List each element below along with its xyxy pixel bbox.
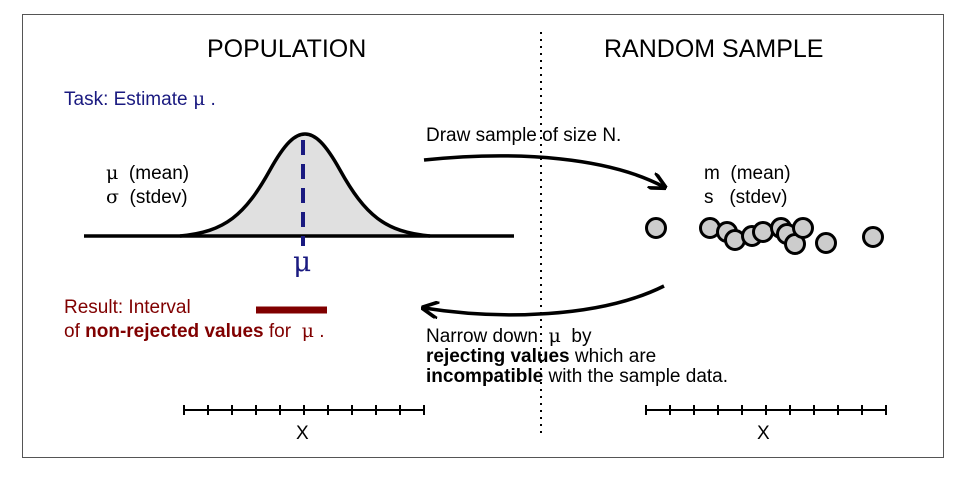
sample-point: [815, 232, 837, 254]
with-sample-data: with the sample data.: [548, 366, 729, 387]
sample-mean-label: (mean): [730, 163, 791, 184]
sample-point: [752, 221, 774, 243]
narrow-down-arrow: [424, 284, 665, 315]
param-mean: μ (mean): [106, 162, 190, 184]
stat-stdev: s (stdev): [704, 188, 787, 208]
population-axis-label: X: [296, 423, 309, 444]
task-label: Task: Estimate μ .: [64, 88, 216, 110]
draw-sample-label: Draw sample of size N.: [426, 125, 622, 146]
population-x-axis: [183, 405, 425, 415]
mu-axis-label: μ: [293, 245, 312, 278]
sample-axis-label: X: [757, 423, 770, 444]
m-symbol: m: [704, 163, 720, 184]
narrow-down-line-3: incompatible with the sample data.: [426, 367, 728, 387]
sample-heading: RANDOM SAMPLE: [604, 35, 824, 63]
narrow-text: Narrow down: [426, 326, 538, 347]
incompatible-bold: incompatible: [426, 366, 544, 387]
result-line-1: Result: Interval: [64, 297, 191, 318]
stat-mean: m (mean): [704, 164, 791, 184]
sample-point: [645, 217, 667, 239]
population-heading: POPULATION: [207, 35, 367, 63]
s-symbol: s: [704, 187, 714, 208]
task-period: .: [210, 89, 216, 110]
sigma-symbol: σ: [106, 186, 119, 208]
param-stdev: σ (stdev): [106, 186, 188, 208]
sample-x-axis: [645, 405, 887, 415]
diagram-frame: [22, 14, 944, 458]
narrow-by: by: [571, 326, 592, 347]
result-mu-symbol: μ: [301, 320, 314, 342]
narrow-down-line-2: rejecting values which are: [426, 347, 656, 367]
draw-sample-arrow: [423, 154, 664, 187]
sample-stdev-label: (stdev): [729, 187, 788, 208]
result-bold: non-rejected values: [85, 321, 264, 342]
sample-point: [792, 217, 814, 239]
which-are: which are: [574, 346, 657, 367]
result-of: of: [64, 321, 80, 342]
mean-label: (mean): [128, 163, 190, 184]
result-period: .: [319, 321, 325, 342]
sample-point: [862, 226, 884, 248]
rejecting-bold: rejecting values: [426, 346, 570, 367]
result-for: for: [268, 321, 292, 342]
narrow-mu-symbol: μ: [548, 325, 561, 347]
stdev-label: (stdev): [129, 187, 188, 208]
task-mu-symbol: μ: [192, 88, 206, 110]
result-line-2: of non-rejected values for μ .: [64, 320, 325, 342]
narrow-down-line-1: Narrow down μ by: [426, 325, 592, 347]
task-text: Task: Estimate: [64, 89, 188, 110]
population-curve-outline: [179, 132, 431, 238]
sample-points: [645, 217, 884, 255]
mu-symbol: μ: [106, 162, 119, 184]
